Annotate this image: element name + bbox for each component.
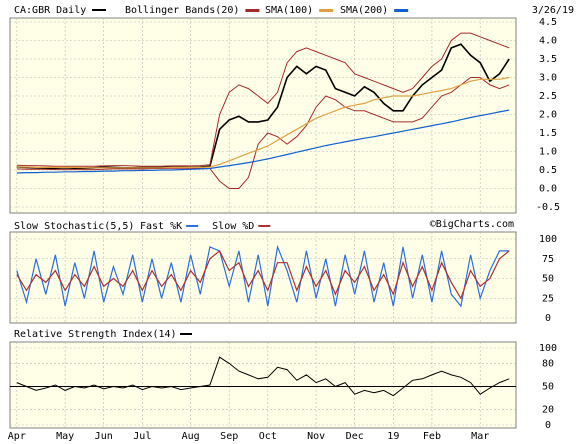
legend-label: SMA(200) xyxy=(340,5,388,16)
x-tick-label: Nov xyxy=(307,431,325,442)
legend-swatch xyxy=(180,333,192,335)
x-tick-label: Apr xyxy=(8,431,26,442)
x-tick-label: 19 xyxy=(387,431,399,442)
legend-label: Slow %D xyxy=(212,221,254,232)
credit: ©BigCharts.com xyxy=(430,219,514,230)
series-line xyxy=(16,109,510,174)
x-tick-label: May xyxy=(56,431,74,442)
y-tick-label: -0.5 xyxy=(536,202,560,213)
x-tick-label: Jun xyxy=(95,431,113,442)
date: 3/26/19 xyxy=(532,5,574,16)
rsi-panel xyxy=(9,341,517,429)
panel-title: Relative Strength Index(14) xyxy=(14,329,177,340)
legend-swatch xyxy=(92,9,106,11)
y-tick-label: 3.0 xyxy=(539,73,557,84)
panel-title: Slow Stochastic(5,5) xyxy=(14,221,134,232)
y-tick-label: 0.0 xyxy=(539,184,557,195)
y-tick-label: 50 xyxy=(542,274,554,285)
legend-swatch xyxy=(186,225,199,227)
x-tick-label: Dec xyxy=(346,431,364,442)
legend-swatch xyxy=(319,9,334,12)
series-line xyxy=(16,76,510,169)
y-tick-label: 1.0 xyxy=(539,147,557,158)
y-tick-label: 20 xyxy=(542,405,554,416)
y-tick-label: 2.0 xyxy=(539,110,557,121)
y-tick-label: 75 xyxy=(542,254,554,265)
y-tick-label: 0 xyxy=(545,313,551,324)
x-tick-label: Oct xyxy=(259,431,277,442)
x-tick-label: Sep xyxy=(220,431,238,442)
y-tick-label: 100 xyxy=(539,343,557,354)
legend-swatch xyxy=(394,9,409,12)
x-tick-label: Feb xyxy=(423,431,441,442)
y-tick-label: 1.5 xyxy=(539,128,557,139)
legend-swatch xyxy=(258,225,271,227)
y-tick-label: 80 xyxy=(542,358,554,369)
y-tick-label: 3.5 xyxy=(539,54,557,65)
y-tick-label: 100 xyxy=(539,234,557,245)
series-line xyxy=(16,77,510,189)
y-tick-label: 4.5 xyxy=(539,17,557,28)
x-tick-label: Mar xyxy=(471,431,489,442)
y-tick-label: 50 xyxy=(542,382,554,393)
series-line xyxy=(16,249,510,300)
legend-label: Fast %K xyxy=(140,221,182,232)
y-tick-label: 0.5 xyxy=(539,165,557,176)
x-tick-label: Jul xyxy=(133,431,151,442)
y-tick-label: 4.0 xyxy=(539,36,557,47)
chart-title: CA:GBR Daily xyxy=(14,5,86,16)
y-tick-label: 2.5 xyxy=(539,91,557,102)
series-line xyxy=(16,356,510,397)
legend-swatch xyxy=(245,9,260,12)
series-line xyxy=(16,32,510,167)
legend-label: Bollinger Bands(20) xyxy=(125,5,239,16)
legend-label: SMA(100) xyxy=(265,5,313,16)
y-tick-label: 25 xyxy=(542,293,554,304)
y-tick-label: 0 xyxy=(545,420,551,431)
price-panel xyxy=(9,17,517,214)
x-tick-label: Aug xyxy=(182,431,200,442)
